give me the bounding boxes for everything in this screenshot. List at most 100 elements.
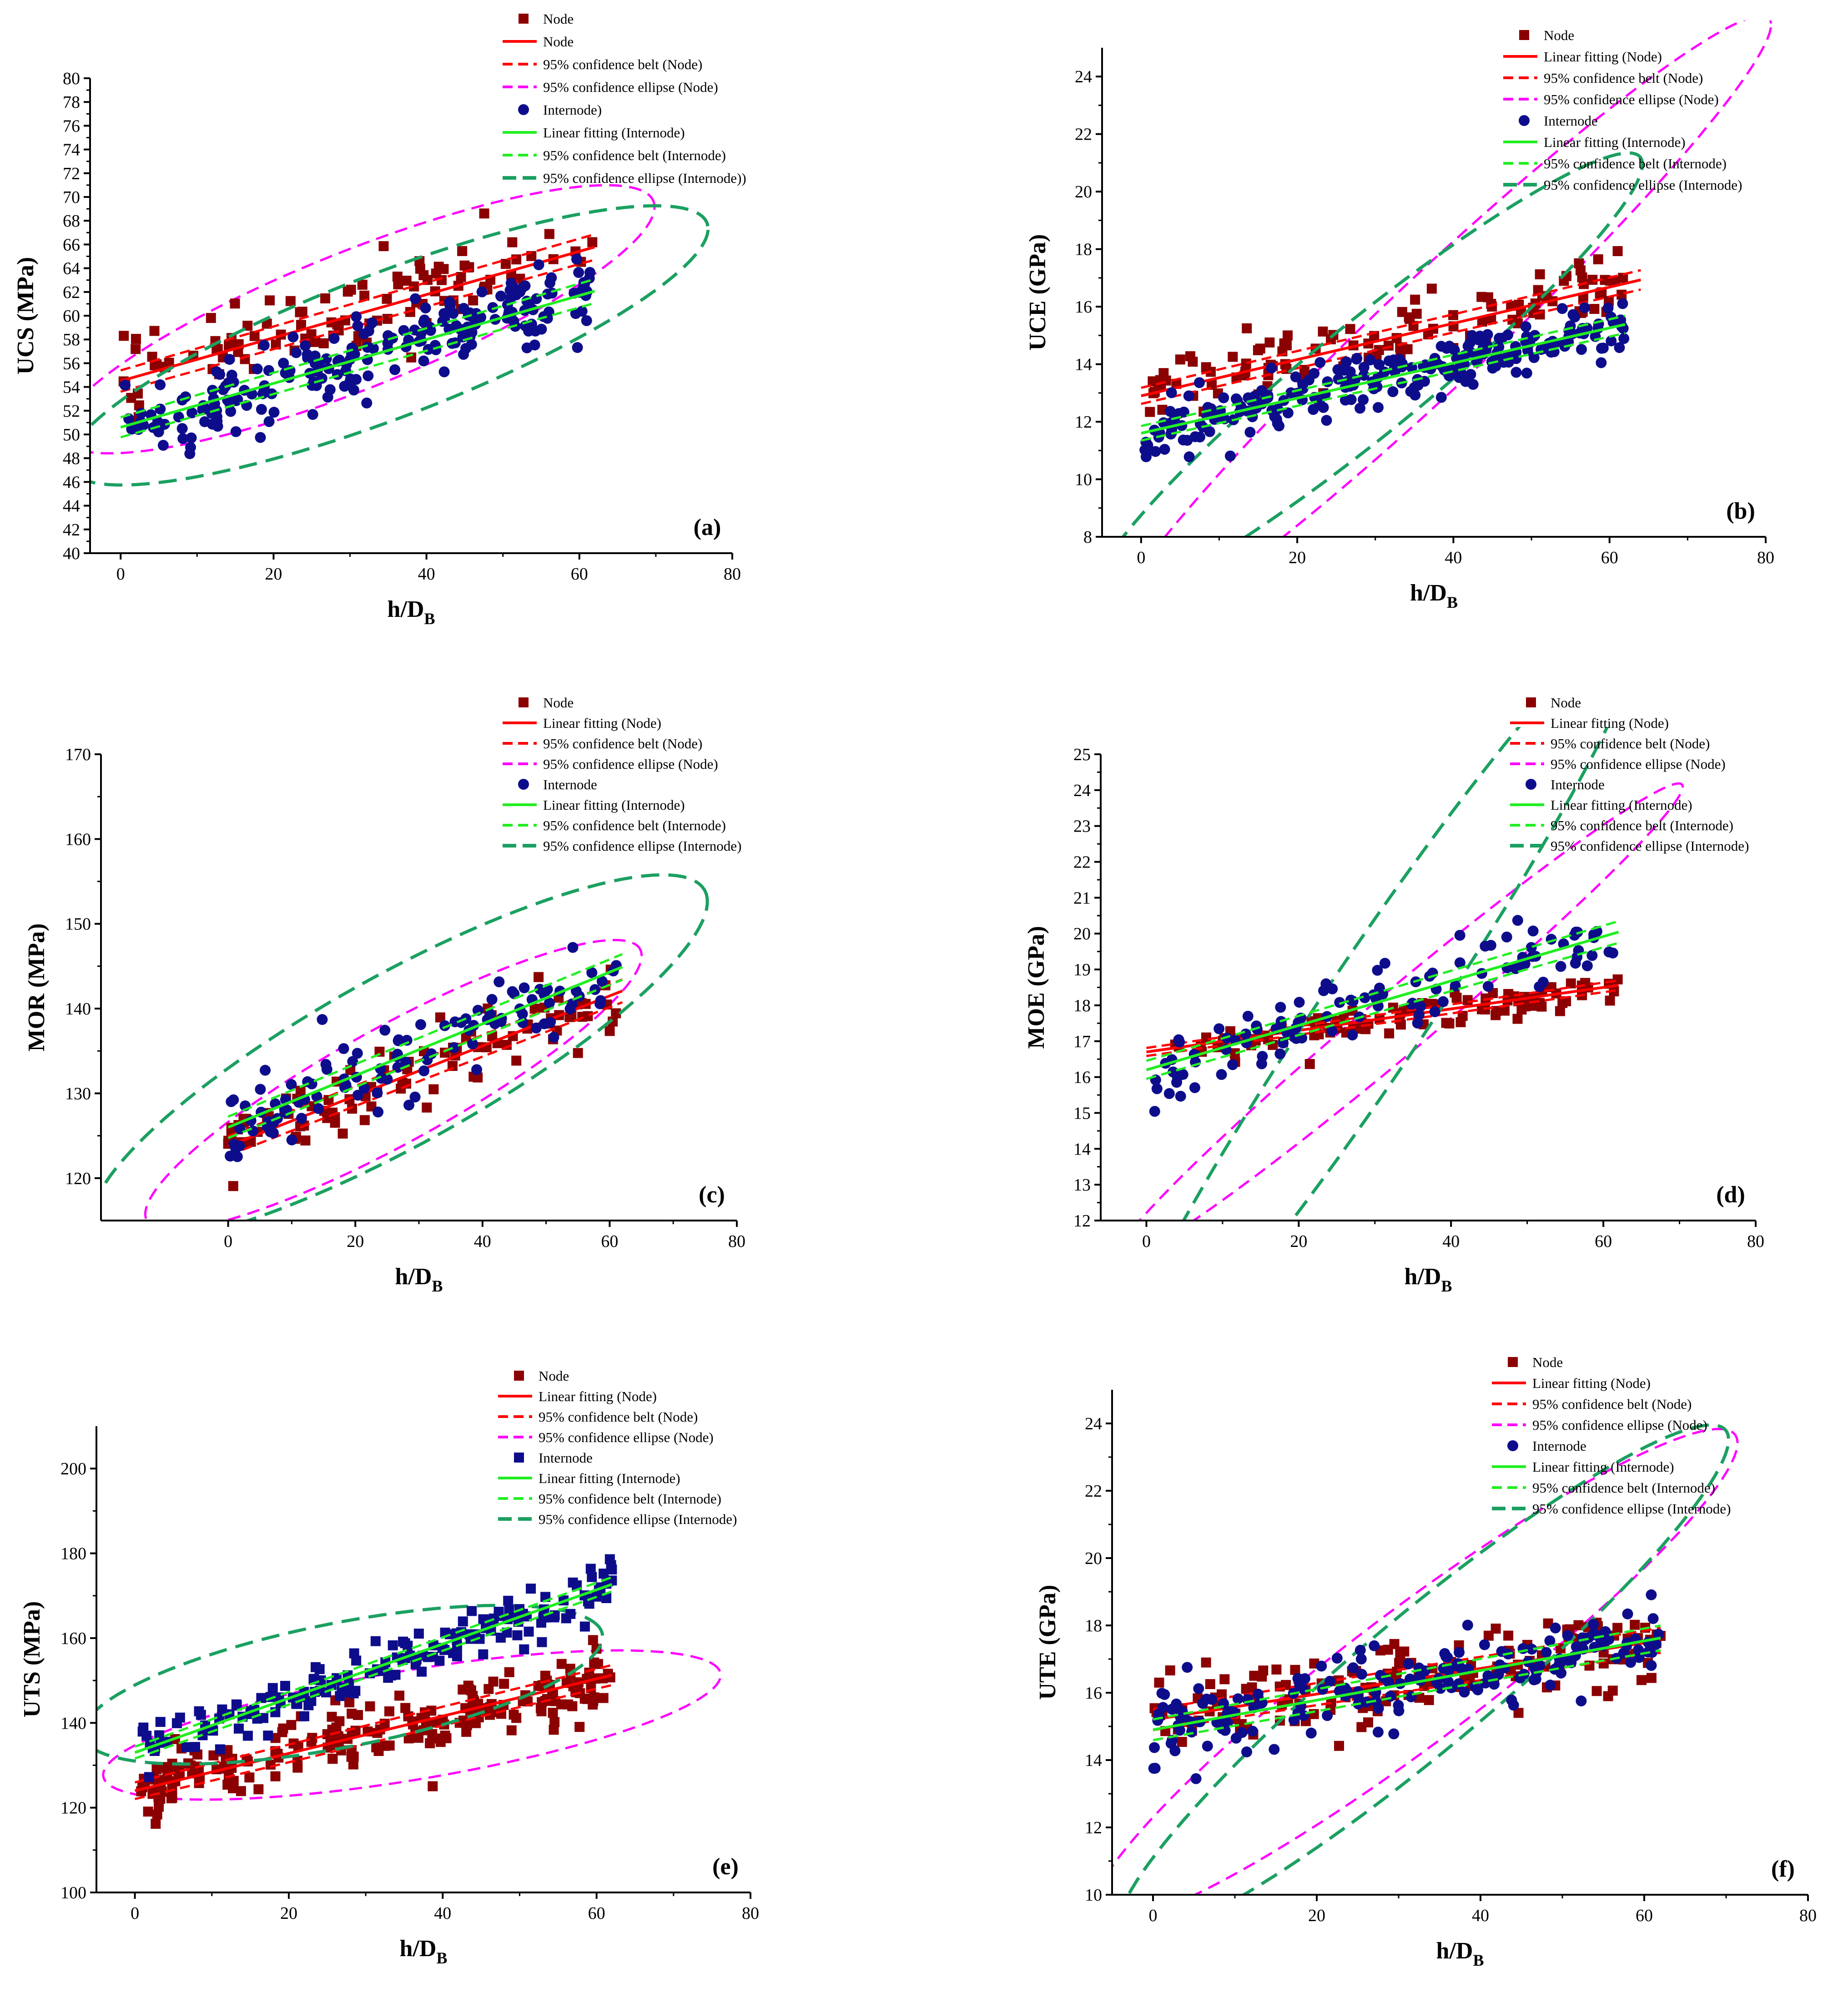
data-point [228,1181,238,1191]
data-point [1579,302,1591,313]
legend-entry: 95% confidence belt (Internode) [543,147,726,163]
data-point [1556,1667,1567,1679]
x-tick-label: 0 [1149,1906,1158,1925]
data-point [320,293,331,303]
y-tick-label: 160 [65,830,91,849]
data-point [581,315,592,326]
x-tick-label: 40 [474,1232,491,1251]
data-point [342,287,353,297]
data-point [1435,392,1447,403]
data-point [1605,995,1615,1006]
data-point [1140,451,1152,463]
data-point [233,1723,244,1734]
data-point [334,1716,345,1726]
legend-entry: 95% confidence ellipse (Node) [543,79,718,95]
data-point [1314,357,1326,368]
data-point [1617,298,1628,309]
data-point [1320,978,1332,989]
data-point [1414,1692,1425,1703]
data-point [215,1744,225,1755]
data-point [217,1704,227,1715]
data-point [299,1711,309,1721]
data-point [155,404,166,415]
y-tick-label: 22 [1075,125,1092,144]
data-point [303,1700,314,1710]
data-point [543,306,554,318]
data-point [425,1738,435,1749]
data-point [1607,1685,1618,1696]
confidence-ellipse-node [144,938,643,1220]
data-point [524,1626,534,1637]
data-point [157,439,169,451]
x-axis-label: h/DB [1405,1264,1452,1295]
linear-fit-internode [227,965,623,1129]
data-point [1251,1024,1263,1035]
data-point [263,416,275,427]
data-point [1457,1011,1468,1021]
data-point [392,1062,403,1073]
legend-marker [519,697,529,707]
data-point [423,344,434,355]
data-point [1150,446,1161,457]
data-point [417,1666,427,1677]
y-tick-label: 20 [1073,924,1091,943]
data-point [1573,1620,1584,1630]
data-point [579,1621,590,1632]
data-point [1534,998,1545,1008]
data-point [1413,1009,1425,1020]
data-point [1556,303,1568,314]
data-point [1145,407,1155,417]
data-point [144,1772,154,1782]
linear-fit-internode [1153,1636,1661,1731]
series-internode [1122,151,1644,536]
legend-entry: Node [1551,695,1581,711]
data-point [1600,275,1610,285]
data-point [544,997,555,1009]
legend-entry: 95% confidence ellipse (Internode) [1544,177,1742,193]
data-point [1562,1630,1573,1641]
data-point [511,289,522,301]
data-point [1487,363,1498,374]
data-point [1347,1029,1358,1041]
x-tick-label: 80 [742,1904,759,1923]
y-tick-label: 15 [1073,1104,1091,1123]
data-point [267,1127,279,1139]
data-point [1358,362,1370,373]
data-point [1605,311,1616,323]
confidence-belt-internode [1153,1624,1661,1721]
data-point [1249,1670,1259,1681]
x-axis-label-subscript: B [1447,593,1458,611]
data-point [359,1115,370,1125]
data-point [1177,1069,1188,1080]
confidence-belt-internode [227,953,623,1118]
plot-area [1138,727,1684,1220]
confidence-belt-internode [1146,942,1619,1080]
y-tick-label: 150 [65,915,91,934]
data-point [583,1011,593,1021]
y-tick-label: 200 [60,1459,86,1478]
data-point [247,1125,259,1137]
data-point [1596,343,1607,354]
data-point [596,976,608,987]
data-point [186,432,197,444]
data-point [370,1636,381,1646]
data-point [570,985,582,997]
x-axis-label-subscript: B [1473,1951,1484,1969]
data-point [338,1043,349,1054]
data-point [1530,1674,1541,1685]
data-point [1612,974,1623,984]
data-point [232,1700,242,1711]
legend: Node Linear fitting (Node) 95% confidence … [503,695,741,854]
data-point [488,1676,499,1687]
data-point [365,1701,375,1711]
data-point [573,1048,583,1058]
legend-entry: 95% confidence ellipse (Node) [1551,756,1726,772]
y-tick-label: 12 [1075,413,1092,432]
data-point [476,286,488,298]
y-tick-label: 42 [63,520,80,540]
data-point [131,333,141,344]
y-tick-label: 16 [1075,298,1092,317]
data-point [388,1640,398,1650]
data-point [475,312,487,323]
data-point [1189,1082,1200,1093]
